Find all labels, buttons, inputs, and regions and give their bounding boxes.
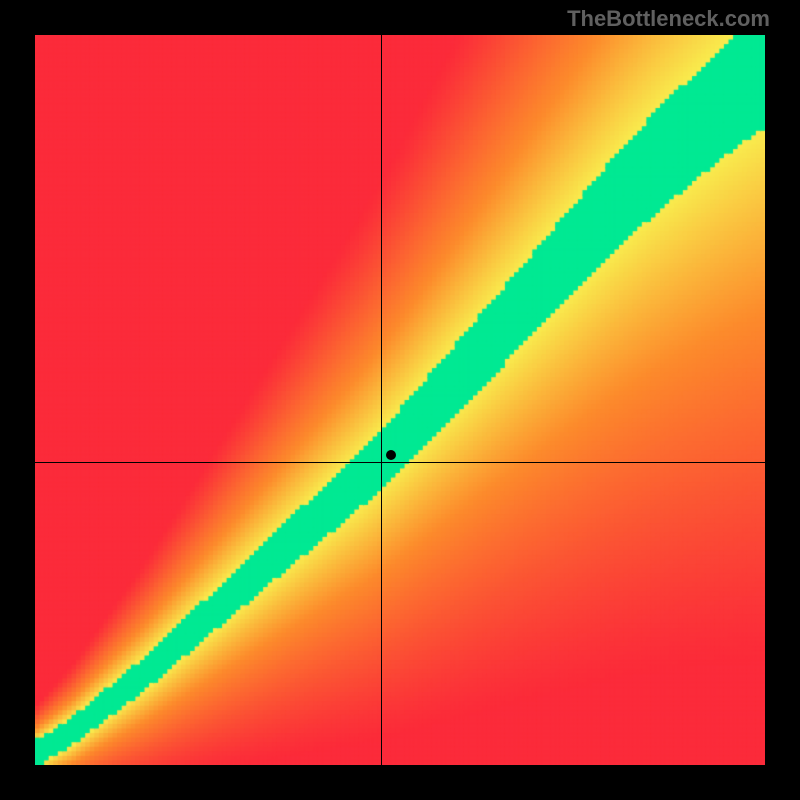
- crosshair-horizontal: [35, 462, 765, 463]
- watermark-text: TheBottleneck.com: [567, 6, 770, 32]
- selected-point-marker: [386, 450, 396, 460]
- bottleneck-heatmap: [35, 35, 765, 765]
- crosshair-vertical: [381, 35, 382, 765]
